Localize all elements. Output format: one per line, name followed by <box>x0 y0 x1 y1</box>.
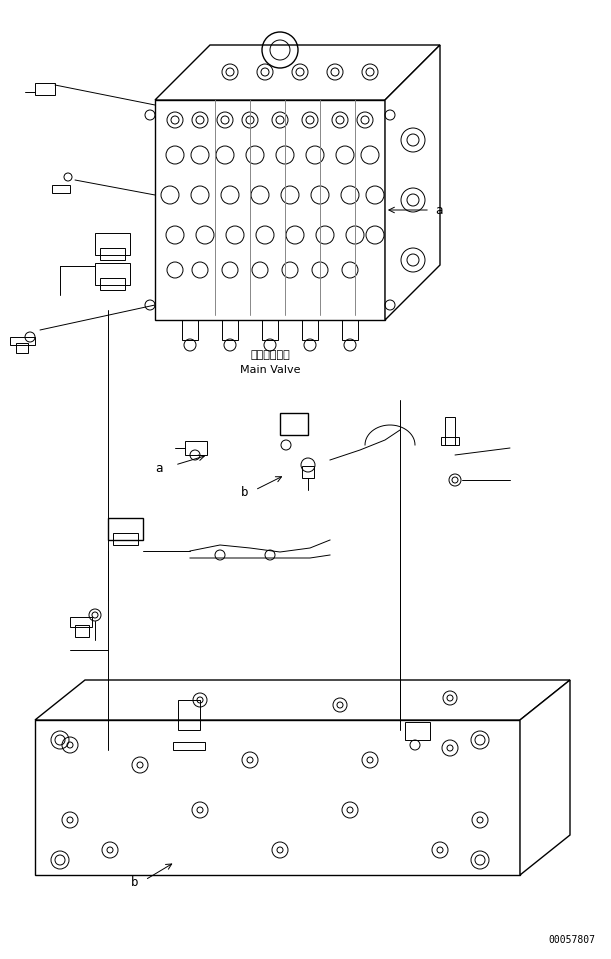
Polygon shape <box>385 45 440 320</box>
Bar <box>35 720 520 875</box>
Bar <box>302 466 314 478</box>
Bar <box>108 518 143 540</box>
Bar <box>75 625 89 637</box>
Bar <box>155 100 385 320</box>
Polygon shape <box>35 680 570 720</box>
Bar <box>185 441 207 455</box>
Bar <box>178 700 200 730</box>
Polygon shape <box>520 680 570 875</box>
Bar <box>95 263 130 285</box>
Bar <box>173 742 205 750</box>
Text: a: a <box>435 203 442 217</box>
Bar <box>10 337 35 345</box>
Polygon shape <box>155 45 440 100</box>
Bar <box>222 320 238 340</box>
Text: メインバルブ: メインバルブ <box>250 350 290 360</box>
Text: 00057807: 00057807 <box>548 935 595 945</box>
Bar <box>100 278 125 290</box>
Bar <box>445 417 455 445</box>
Bar <box>35 83 55 95</box>
Bar <box>302 320 318 340</box>
Bar <box>280 413 308 435</box>
Text: a: a <box>156 461 163 475</box>
Text: b: b <box>131 877 138 890</box>
Text: b: b <box>241 486 248 500</box>
Bar <box>342 320 358 340</box>
Bar <box>113 533 138 545</box>
Bar <box>182 320 198 340</box>
Bar <box>100 248 125 260</box>
Bar <box>95 233 130 255</box>
Bar <box>441 437 459 445</box>
Bar <box>405 722 430 740</box>
Bar <box>70 617 92 627</box>
Bar <box>52 185 70 193</box>
Text: Main Valve: Main Valve <box>240 365 300 375</box>
Bar <box>16 343 28 353</box>
Bar <box>262 320 278 340</box>
